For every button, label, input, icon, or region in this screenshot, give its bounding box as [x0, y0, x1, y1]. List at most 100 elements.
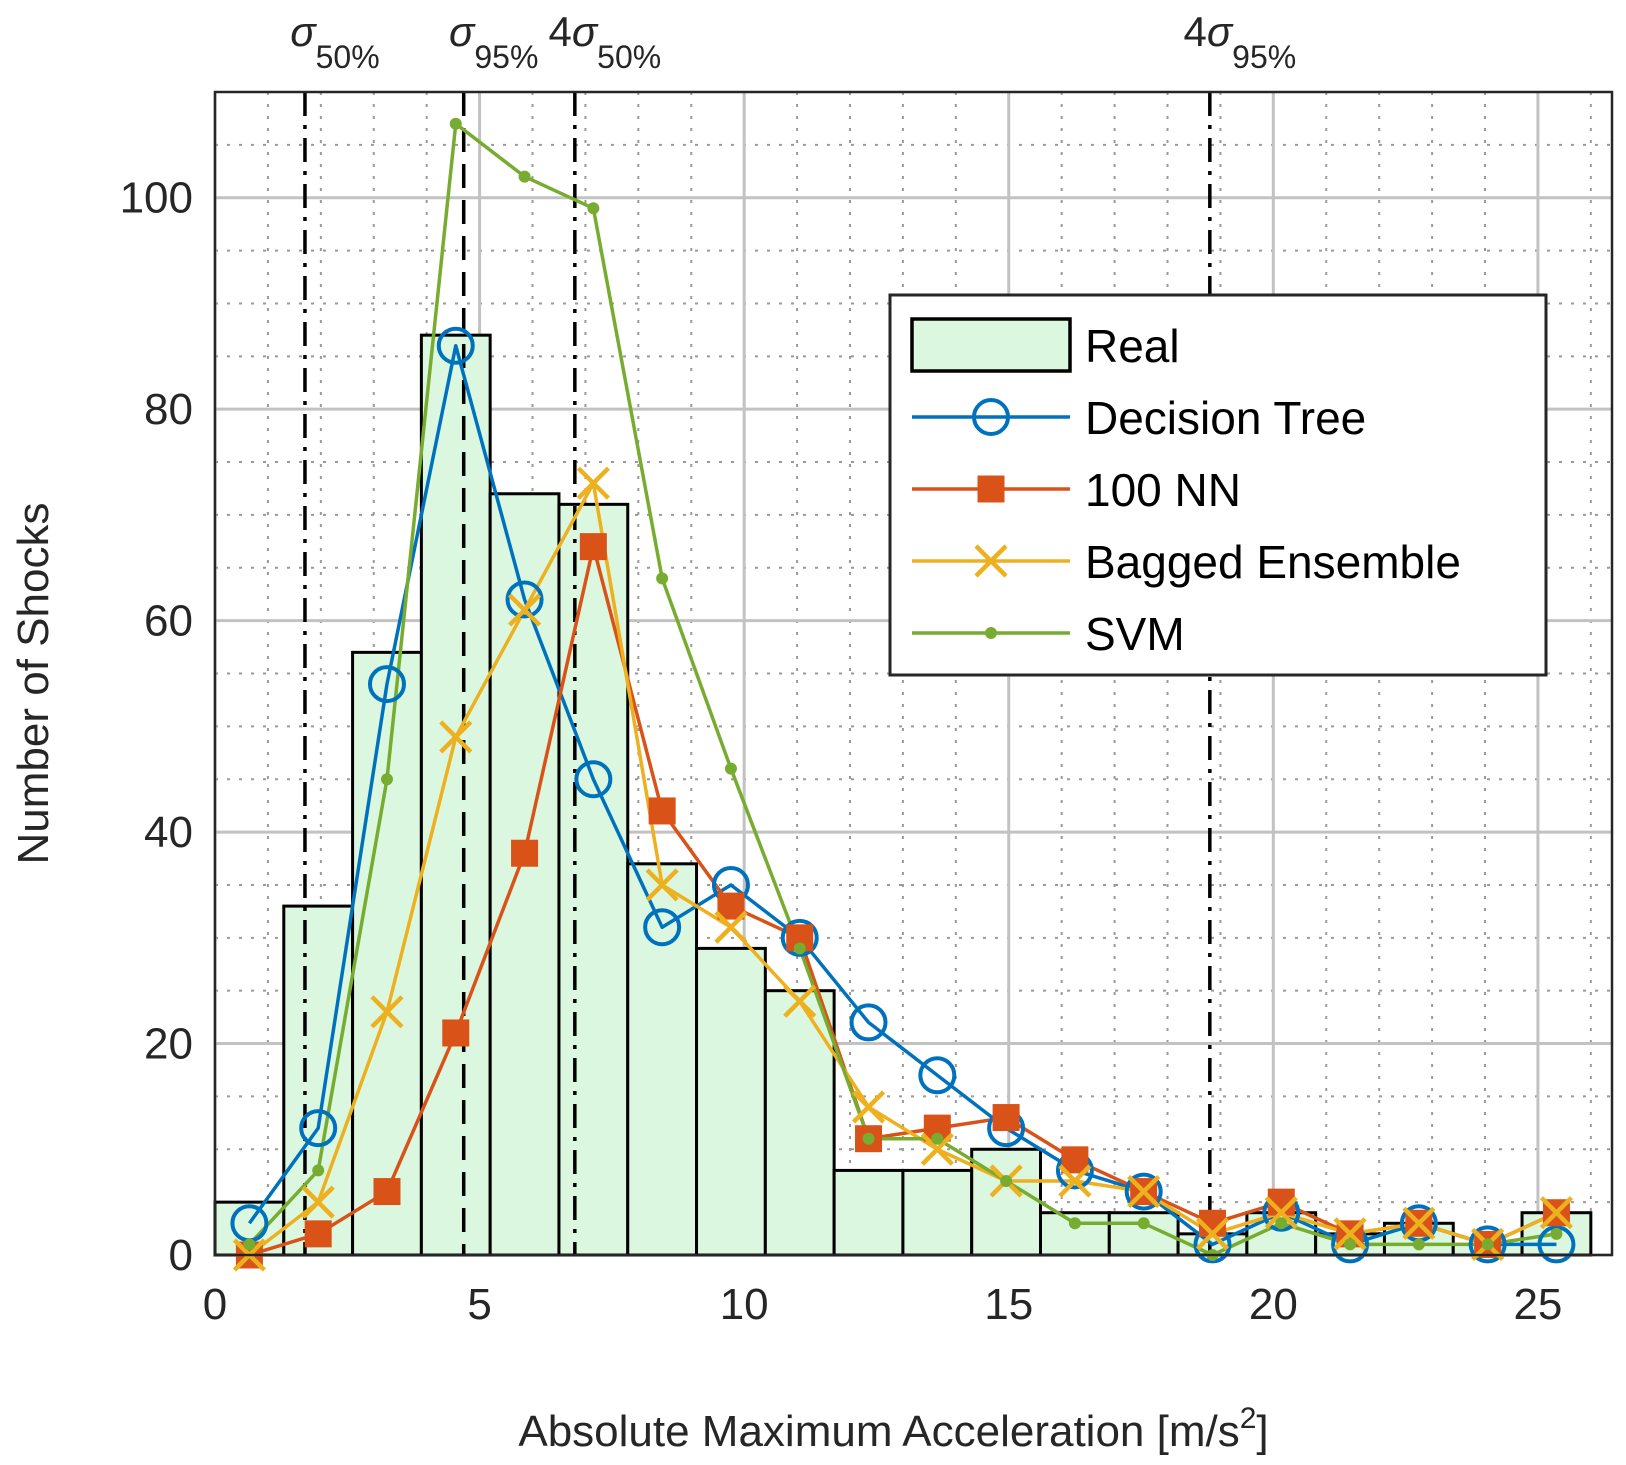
- reference-label-prefix: 4: [1183, 8, 1206, 55]
- series-point: [1481, 1238, 1494, 1251]
- y-tick-label: 0: [169, 1231, 193, 1280]
- y-tick-label: 60: [144, 597, 193, 646]
- y-tick-label: 20: [144, 1020, 193, 1069]
- series-point: [449, 117, 462, 130]
- series-point: [587, 202, 600, 215]
- reference-label-subscript: 95%: [1232, 39, 1296, 75]
- reference-label-subscript: 50%: [597, 39, 661, 75]
- histogram-bar: [832, 1168, 905, 1257]
- legend-marker: [972, 398, 1010, 436]
- series-point: [849, 1003, 888, 1042]
- series-point: [518, 170, 531, 183]
- series-point: [439, 720, 473, 754]
- series-point: [780, 918, 819, 957]
- series-point: [851, 1090, 886, 1124]
- x-tick-label: 0: [203, 1280, 227, 1329]
- reference-label: 4σ95%: [1183, 8, 1296, 75]
- reference-lines: [303, 92, 1212, 1255]
- series-point: [505, 580, 544, 619]
- histogram-bar: [419, 333, 492, 1257]
- reference-labels: σ50%σ95%4σ50%4σ95%: [290, 8, 1296, 75]
- legend-label: 100 NN: [1085, 464, 1241, 516]
- series-point: [862, 1132, 875, 1145]
- series-point: [1000, 1174, 1013, 1187]
- series-point: [442, 1019, 470, 1047]
- reference-label-symbol: σ: [572, 8, 599, 55]
- legend-label: SVM: [1085, 608, 1185, 660]
- reference-label-subscript: 95%: [474, 39, 538, 75]
- series-point: [312, 1164, 325, 1177]
- legend-marker: [974, 544, 1008, 578]
- histogram-bar: [488, 492, 561, 1257]
- reference-label-symbol: σ: [449, 8, 476, 55]
- series-point: [1412, 1238, 1425, 1251]
- x-tick-label: 25: [1513, 1280, 1562, 1329]
- series-point: [656, 572, 669, 585]
- reference-label: σ95%: [449, 8, 538, 75]
- series-point: [1344, 1238, 1357, 1251]
- x-tick-label: 15: [984, 1280, 1033, 1329]
- x-axis-label-main: Absolute Maximum Acceleration [m/s: [518, 1407, 1239, 1456]
- series-point: [1275, 1217, 1288, 1230]
- reference-label-prefix: 4: [548, 8, 571, 55]
- series-point: [1137, 1217, 1150, 1230]
- series-point: [920, 1132, 954, 1166]
- series-point: [373, 1178, 401, 1206]
- series-point: [304, 1220, 332, 1248]
- series-point: [1061, 1146, 1089, 1174]
- legend-marker: [977, 475, 1005, 503]
- legend-label: Decision Tree: [1085, 392, 1366, 444]
- series-point: [643, 908, 682, 947]
- series-point: [724, 762, 737, 775]
- x-tick-label: 20: [1249, 1280, 1298, 1329]
- y-tick-label: 100: [120, 174, 193, 223]
- reference-label-symbol: σ: [290, 8, 317, 55]
- series-point: [370, 995, 404, 1029]
- series-point: [645, 868, 679, 902]
- series-point: [992, 1104, 1020, 1132]
- reference-label-subscript: 50%: [316, 39, 380, 75]
- series-point: [579, 533, 607, 561]
- series-point: [1264, 1196, 1298, 1230]
- series-point: [1550, 1227, 1563, 1240]
- series-point: [1127, 1174, 1161, 1209]
- reference-label-symbol: σ: [1207, 8, 1234, 55]
- x-tick-label: 10: [720, 1280, 769, 1329]
- histogram-bar: [626, 862, 699, 1257]
- series-point: [717, 892, 745, 920]
- histogram-bar: [763, 989, 836, 1257]
- series-point: [1195, 1217, 1230, 1251]
- legend-swatch: [910, 317, 1072, 373]
- x-axis-label: Absolute Maximum Acceleration [m/s2]: [518, 1402, 1268, 1456]
- x-axis-label-close: ]: [1256, 1407, 1268, 1456]
- series-point: [507, 593, 542, 627]
- legend: Real Decision Tree 100 NN Bagged Ensemble SV…: [888, 293, 1548, 677]
- series-point: [648, 797, 676, 825]
- series-point: [793, 942, 806, 955]
- reference-label: σ50%: [290, 8, 379, 75]
- series-point: [243, 1238, 256, 1251]
- series-point: [1068, 1217, 1081, 1230]
- series-point: [1124, 1172, 1163, 1211]
- histogram-bar: [351, 650, 423, 1257]
- series-point: [1333, 1217, 1367, 1251]
- series-point: [1402, 1206, 1436, 1240]
- series-point: [783, 984, 817, 1018]
- reference-label: 4σ50%: [548, 8, 661, 75]
- histogram-bar: [901, 1168, 974, 1257]
- y-tick-label: 80: [144, 385, 193, 434]
- series-point: [714, 910, 748, 944]
- legend-label: Bagged Ensemble: [1085, 536, 1461, 588]
- series-point: [576, 466, 610, 500]
- series-point: [301, 1185, 335, 1219]
- y-tick-label: 40: [144, 808, 193, 857]
- legend-label: Real: [1085, 320, 1180, 372]
- series-point: [367, 665, 406, 704]
- series-point: [380, 773, 393, 786]
- series-point: [931, 1132, 944, 1145]
- plot-frame: [213, 90, 1614, 1257]
- histogram-bar: [695, 946, 767, 1257]
- tick-labels: 0 5 10 15 20 25 0 20 40 60 80 100: [120, 174, 1563, 1329]
- series-point: [511, 839, 539, 867]
